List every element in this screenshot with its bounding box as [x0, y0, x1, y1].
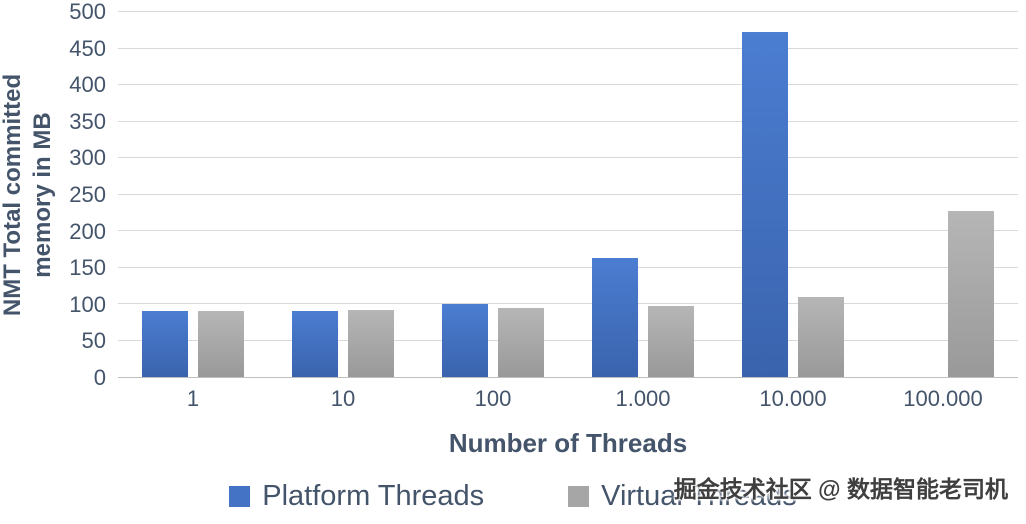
bar-group — [868, 12, 1018, 377]
y-tick-label: 250 — [69, 182, 106, 207]
gridline — [118, 339, 1018, 341]
y-axis-title-line1: NMT Total committed — [0, 73, 26, 317]
gridline — [118, 230, 1018, 231]
bar-platform-threads — [442, 304, 488, 377]
bar-group — [568, 12, 718, 377]
legend-item: Virtual Threads — [568, 480, 797, 513]
y-tick-label: 500 — [69, 0, 106, 24]
legend-item: Platform Threads — [229, 480, 484, 513]
bar-platform-threads — [292, 311, 338, 377]
x-tick-label: 1 — [186, 386, 200, 411]
y-tick-label: 150 — [69, 255, 106, 281]
bar-platform-threads — [142, 311, 188, 377]
bar-group — [118, 12, 268, 377]
y-axis-title-line2: memory in MB — [29, 112, 56, 278]
x-tick-label: 100 — [474, 386, 512, 411]
x-tick-label: 100.000 — [903, 386, 983, 411]
gridline — [118, 11, 1018, 12]
bar-group — [268, 12, 418, 377]
bar-group — [718, 12, 868, 377]
x-axis-title: Number of Threads — [448, 428, 688, 458]
y-tick-label: 100 — [69, 291, 106, 317]
y-tick-label: 400 — [69, 72, 106, 98]
x-axis-spacer — [0, 386, 118, 418]
legend-swatch-virtual-threads — [568, 486, 590, 507]
legend-swatch-platform-threads — [229, 486, 251, 507]
x-tick-label: 10.000 — [759, 386, 827, 411]
gridline — [118, 303, 1018, 304]
gridline — [118, 84, 1018, 85]
x-axis-ticks: 1 10 100 1.000 10.000 100.000 — [118, 386, 1018, 418]
bar-virtual-threads — [798, 296, 844, 377]
gridline — [118, 120, 1018, 122]
bar-platform-threads — [742, 32, 788, 377]
x-axis-row: 1 10 100 1.000 10.000 100.000 — [0, 378, 1026, 418]
bar-groups — [118, 12, 1018, 377]
plot-row: NMT Total committed memory in MB 0 50 100 1… — [0, 1, 1018, 389]
x-tick-label: 10 — [330, 386, 356, 411]
bar-virtual-threads — [948, 211, 994, 377]
gridline — [118, 193, 1018, 195]
y-axis-ticks: 0 50 100 150 200 250 300 350 400 450 500 — [56, 1, 118, 389]
plot-area — [118, 11, 1018, 378]
gridline — [118, 47, 1018, 49]
bar-virtual-threads — [348, 309, 394, 377]
y-tick-label: 0 — [93, 365, 106, 390]
y-tick-label: 300 — [69, 145, 106, 171]
x-tick-label: 1.000 — [615, 386, 671, 411]
legend-label: Platform Threads — [262, 480, 485, 512]
y-axis-title: NMT Total committed memory in MB — [0, 12, 56, 378]
y-tick-label: 450 — [69, 35, 106, 61]
x-axis-title-row: Number of Threads — [0, 418, 1026, 468]
y-tick-label: 200 — [69, 218, 106, 244]
y-axis-title-text: NMT Total committed memory in MB — [0, 74, 58, 316]
y-tick-label: 350 — [69, 108, 106, 134]
bar-group — [418, 12, 568, 377]
y-tick-label: 50 — [81, 328, 106, 354]
legend-label: Virtual Threads — [601, 480, 797, 512]
legend: Platform Threads Virtual Threads — [0, 480, 1026, 513]
gridline — [118, 157, 1018, 158]
bar-virtual-threads — [648, 306, 694, 377]
watermark-text: 掘金技术社区 @ 数据智能老司机 — [673, 476, 1008, 502]
bar-platform-threads — [592, 258, 638, 377]
bar-virtual-threads — [198, 311, 244, 377]
gridline — [118, 266, 1018, 268]
bar-virtual-threads — [498, 307, 544, 377]
